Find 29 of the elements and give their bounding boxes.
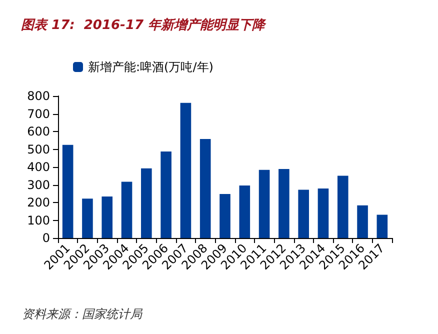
bar — [200, 138, 211, 238]
legend-label: 新增产能:啤酒(万吨/年) — [88, 60, 214, 74]
y-tick-label: 600 — [27, 124, 50, 138]
bar — [82, 198, 93, 238]
bar — [160, 152, 172, 238]
y-tick-label: 700 — [27, 106, 50, 121]
bar — [121, 182, 132, 238]
y-tick-label: 100 — [27, 213, 50, 228]
bar — [318, 188, 329, 238]
bar — [102, 196, 113, 238]
y-tick-label: 500 — [27, 142, 50, 156]
bar — [357, 205, 368, 238]
chart-title: 图表 17: 2016-17 年新增产能明显下降 — [21, 17, 268, 33]
y-tick-label: 400 — [27, 160, 50, 174]
bar — [337, 176, 348, 238]
bar — [239, 185, 250, 238]
bar — [376, 214, 388, 238]
bar — [278, 168, 290, 238]
bar — [180, 102, 192, 238]
bar — [258, 170, 270, 238]
y-tick-label: 300 — [27, 178, 50, 192]
bar — [298, 190, 309, 238]
text: 资料来源：国家统计局 — [22, 307, 143, 321]
bar — [141, 168, 152, 238]
bar — [62, 144, 74, 238]
bar — [220, 194, 230, 238]
y-tick-label: 200 — [27, 196, 50, 210]
y-tick-label: 0 — [42, 231, 50, 245]
y-tick-label: 800 — [27, 89, 50, 103]
